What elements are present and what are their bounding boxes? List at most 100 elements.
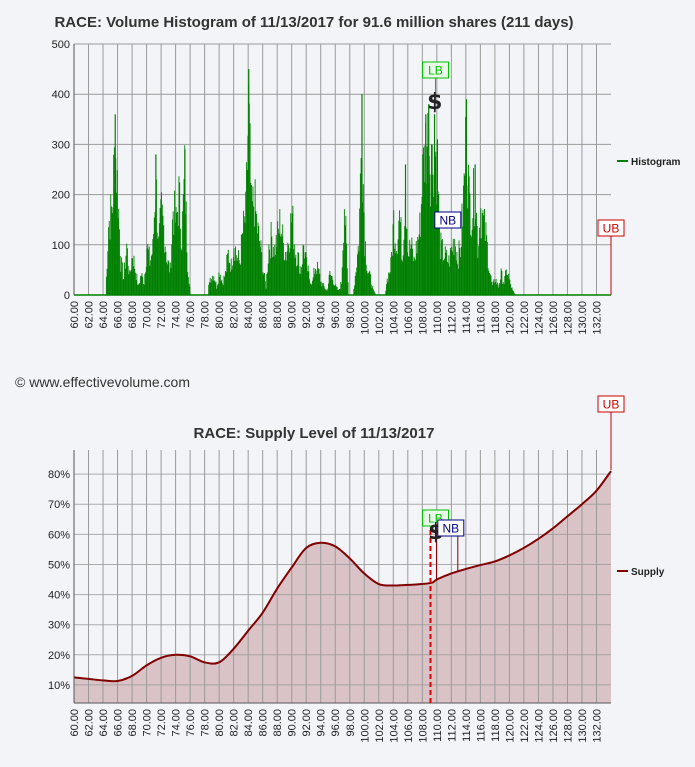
histogram-bar (231, 269, 233, 295)
histogram-bar (163, 252, 165, 295)
histogram-bar (108, 227, 110, 295)
histogram-bar (137, 284, 139, 295)
histogram-bar (355, 272, 357, 295)
histogram-bar (285, 260, 287, 295)
histogram-bar (513, 291, 514, 295)
x-tick-label: 88.00 (272, 709, 284, 737)
lb-label: LB (428, 64, 443, 78)
histogram-bar (114, 114, 116, 295)
histogram-bar (413, 256, 415, 295)
supply-area-fill (74, 471, 611, 703)
histogram-bar (392, 224, 394, 295)
histogram-bar (399, 222, 401, 295)
x-tick-label: 72.00 (156, 301, 168, 329)
histogram-bar (502, 283, 504, 295)
histogram-bar (439, 213, 440, 295)
ub-label-box (597, 395, 625, 413)
histogram-bar (161, 192, 162, 295)
histogram-bar (219, 277, 221, 295)
histogram-bar (222, 285, 224, 295)
histogram-bar (356, 267, 358, 295)
histogram-bar (242, 232, 244, 295)
histogram-bar (452, 251, 453, 295)
histogram-bar (243, 216, 245, 295)
histogram-bar (314, 273, 316, 295)
histogram-bar (460, 257, 461, 295)
histogram-bar (138, 283, 140, 295)
histogram-bar (297, 252, 299, 295)
ub-label: UB (603, 222, 620, 236)
histogram-title: RACE: Volume Histogram of 11/13/2017 for… (54, 14, 573, 31)
histogram-bar (396, 251, 398, 295)
histogram-bar (506, 274, 508, 295)
histogram-bar (137, 284, 139, 295)
histogram-bar (291, 213, 293, 295)
histogram-bar (473, 168, 475, 295)
histogram-bar (420, 236, 422, 295)
x-tick-label: 94.00 (316, 301, 328, 329)
histogram-bar (425, 114, 427, 295)
histogram-bar (312, 277, 314, 295)
histogram-bar (496, 284, 498, 295)
histogram-bar (276, 247, 278, 295)
x-tick-label: 128.00 (562, 709, 574, 743)
histogram-bar (449, 266, 451, 295)
ub-label-box (597, 219, 625, 237)
x-tick-label: 116.00 (475, 301, 487, 334)
histogram-bar (182, 211, 184, 295)
histogram-bar (234, 260, 236, 295)
histogram-bar (482, 210, 484, 295)
histogram-bar (364, 256, 366, 295)
histogram-bar (216, 285, 218, 295)
histogram-bar (106, 268, 108, 295)
histogram-bar (415, 240, 417, 295)
histogram-bar (112, 207, 114, 295)
histogram-bar (438, 194, 440, 295)
histogram-bar (407, 255, 409, 295)
histogram-bar (215, 281, 217, 295)
histogram-bar (460, 247, 462, 295)
histogram-bar (156, 232, 158, 295)
histogram-bar (180, 248, 182, 295)
histogram-bar (363, 212, 365, 295)
histogram-bar (257, 222, 259, 295)
histogram-bar (346, 268, 348, 295)
histogram-bar (158, 236, 160, 295)
histogram-bar (389, 272, 391, 295)
histogram-bar (513, 292, 515, 295)
x-tick-label: 98.00 (345, 301, 357, 329)
histogram-bar (293, 249, 295, 295)
histogram-bar (354, 285, 356, 295)
histogram-bar (151, 254, 153, 295)
histogram-bar (503, 284, 505, 295)
histogram-bar (275, 234, 277, 295)
histogram-bar (486, 242, 488, 295)
histogram-bar (236, 260, 238, 295)
x-tick-label: 76.00 (185, 709, 197, 737)
histogram-bar (414, 258, 416, 295)
histogram-bar (252, 186, 254, 295)
x-tick-label: 74.00 (171, 301, 183, 329)
histogram-bar (227, 249, 229, 295)
x-tick-label: 62.00 (84, 301, 96, 329)
histogram-bar (318, 269, 320, 295)
x-tick-label: 132.00 (591, 709, 603, 743)
histogram-bar (468, 164, 469, 295)
histogram-bar (232, 265, 234, 295)
histogram-bar (343, 242, 345, 295)
x-tick-label: 90.00 (287, 709, 299, 737)
histogram-bar (306, 271, 308, 295)
histogram-bar (374, 292, 376, 295)
histogram-bar (474, 164, 476, 295)
histogram-bar (311, 284, 313, 295)
histogram-bar (388, 273, 390, 295)
histogram-bar (354, 275, 356, 295)
histogram-bar (340, 281, 342, 295)
histogram-bar (432, 174, 434, 295)
histogram-bar (481, 238, 483, 295)
supply-legend: Supply (617, 567, 665, 578)
x-tick-label: 68.00 (127, 301, 139, 329)
histogram-bar (121, 262, 123, 295)
histogram-bar (283, 260, 285, 295)
